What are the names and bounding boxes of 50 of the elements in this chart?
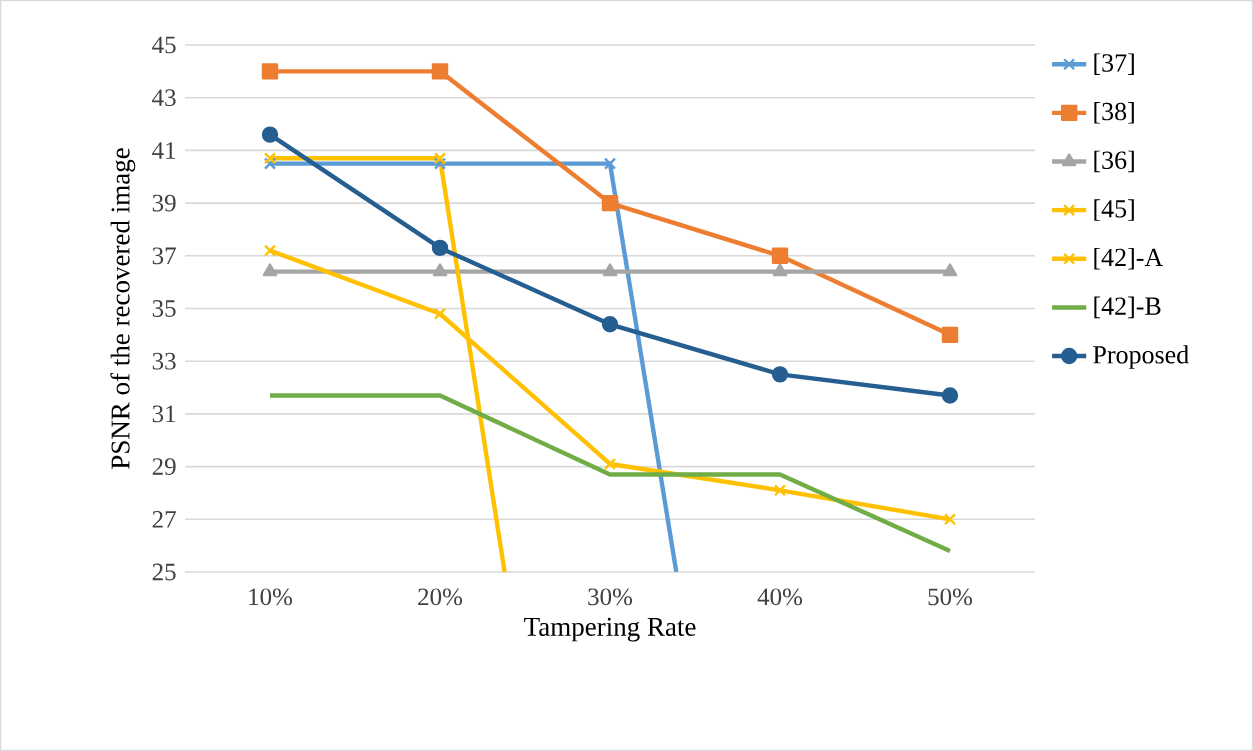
- legend-label: [42]-B: [1094, 296, 1161, 319]
- x-axis-title: Tampering Rate: [524, 617, 696, 642]
- point: [942, 263, 958, 277]
- x-tick-label: 30%: [588, 588, 633, 606]
- point: [943, 513, 957, 526]
- point: [431, 63, 449, 80]
- point: [771, 247, 789, 264]
- x-tick-label: 10%: [249, 588, 293, 606]
- legend-label: [36]: [1094, 150, 1134, 173]
- y-tick-label: 45: [152, 36, 176, 54]
- point: [263, 152, 277, 165]
- point: [603, 157, 617, 170]
- y-tick-label: 27: [152, 511, 176, 528]
- legend-label: [42]-A: [1094, 247, 1164, 270]
- point: [603, 457, 617, 471]
- y-tick-label: 29: [152, 458, 176, 476]
- point: [601, 316, 619, 333]
- y-tick-label: 41: [152, 142, 176, 159]
- legend-label: [45]: [1094, 199, 1134, 221]
- point: [433, 307, 447, 320]
- point: [433, 157, 447, 170]
- point: [772, 263, 788, 277]
- y-tick-label: 33: [152, 352, 176, 370]
- point: [263, 244, 277, 257]
- x-tick-label: 20%: [418, 588, 463, 606]
- point: [261, 126, 279, 143]
- point: [262, 263, 278, 277]
- point: [771, 366, 789, 383]
- legend-label: [37]: [1094, 53, 1134, 75]
- point: [941, 387, 959, 404]
- legend-label: Proposed: [1093, 345, 1189, 369]
- y-tick-label: 35: [152, 300, 176, 317]
- point: [261, 63, 279, 80]
- point: [602, 263, 618, 277]
- y-tick-label: 31: [152, 405, 176, 423]
- point: [941, 326, 959, 344]
- y-tick-label: 37: [152, 247, 176, 265]
- y-tick-label: 43: [152, 89, 176, 107]
- point: [433, 152, 447, 165]
- point: [773, 484, 787, 497]
- point: [431, 239, 449, 257]
- point: [263, 157, 277, 170]
- point: [601, 194, 619, 212]
- x-tick-label: 50%: [928, 588, 973, 606]
- y-axis-title: PSNR of the recovered image: [110, 148, 136, 469]
- point: [432, 263, 448, 277]
- y-tick-label: 25: [152, 563, 176, 581]
- legend-label: [38]: [1094, 102, 1134, 124]
- y-tick-label: 39: [152, 194, 176, 212]
- x-tick-label: 40%: [757, 588, 803, 606]
